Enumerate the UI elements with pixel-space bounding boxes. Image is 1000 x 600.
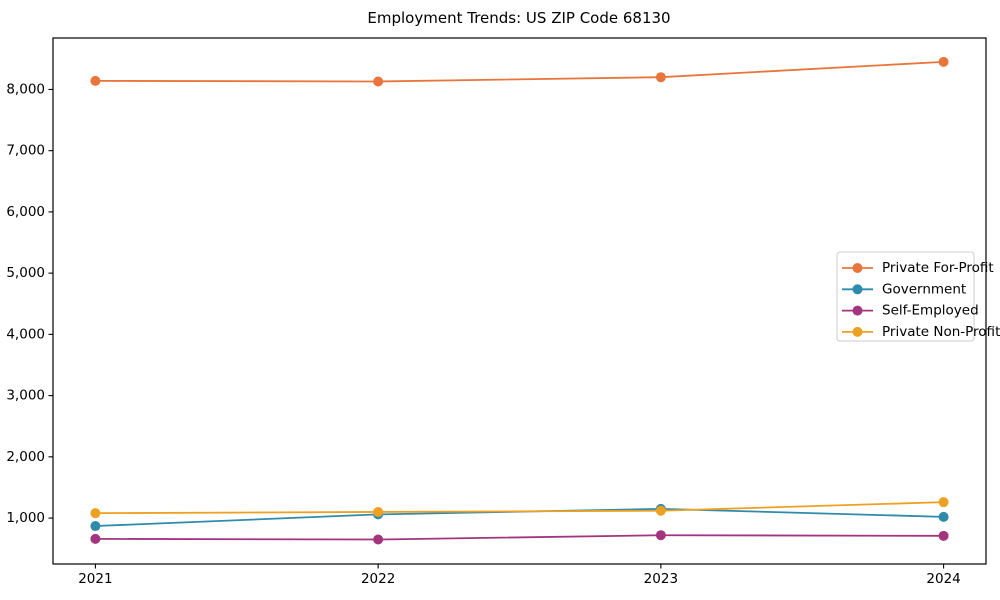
data-point-self-employed [373, 534, 384, 545]
data-point-self-employed [655, 530, 666, 541]
y-axis-tick-label: 4,000 [6, 326, 45, 342]
x-axis-tick-label: 2023 [644, 571, 678, 587]
x-axis-tick-label: 2022 [361, 571, 395, 587]
legend-label-private-non-profit: Private Non-Profit [882, 324, 1000, 340]
y-axis-tick-label: 3,000 [6, 388, 45, 404]
data-point-government [90, 521, 101, 532]
x-axis-tick-label: 2021 [78, 571, 112, 587]
plot-area: 1,000 2,000 3,000 4,000 5,000 6,000 7,000 8,000… [6, 37, 1000, 587]
data-point-self-employed [938, 530, 949, 541]
data-point-private-for-profit [373, 76, 384, 87]
data-point-private-non-profit [655, 505, 666, 516]
legend-label-self-employed: Self-Employed [882, 303, 979, 319]
y-axis-tick-label: 7,000 [6, 143, 45, 159]
chart-title: Employment Trends: US ZIP Code 68130 [367, 9, 670, 27]
y-axis-tick-label: 5,000 [6, 265, 45, 281]
y-axis-tick-label: 2,000 [6, 449, 45, 465]
data-point-private-non-profit [938, 497, 949, 508]
legend-label-government: Government [882, 281, 966, 297]
legend-marker-dot-private-for-profit [852, 263, 863, 273]
data-point-self-employed [90, 533, 101, 544]
axes-frame [52, 37, 987, 565]
series-line-private-non-profit [95, 501, 944, 515]
legend-marker-dot-government [852, 284, 863, 295]
y-axis-tick-label: 8,000 [6, 81, 45, 97]
data-point-private-non-profit [90, 508, 101, 519]
series-line-private-for-profit [95, 60, 944, 83]
series-line-self-employed [95, 534, 944, 541]
y-axis-tick-label: 6,000 [6, 204, 45, 220]
data-point-government [938, 511, 949, 522]
legend-box [836, 251, 975, 342]
legend-marker-dot-self-employed [852, 305, 863, 316]
legend-marker-dot-private-non-profit [852, 326, 863, 337]
data-point-private-for-profit [90, 75, 101, 86]
legend-label-private-for-profit: Private For-Profit [882, 260, 994, 276]
x-axis-tick-label: 2024 [926, 571, 960, 587]
data-point-private-for-profit [655, 72, 666, 83]
data-point-private-non-profit [373, 506, 384, 517]
y-axis-tick-label: 1,000 [6, 510, 45, 526]
data-point-private-for-profit [938, 56, 949, 67]
